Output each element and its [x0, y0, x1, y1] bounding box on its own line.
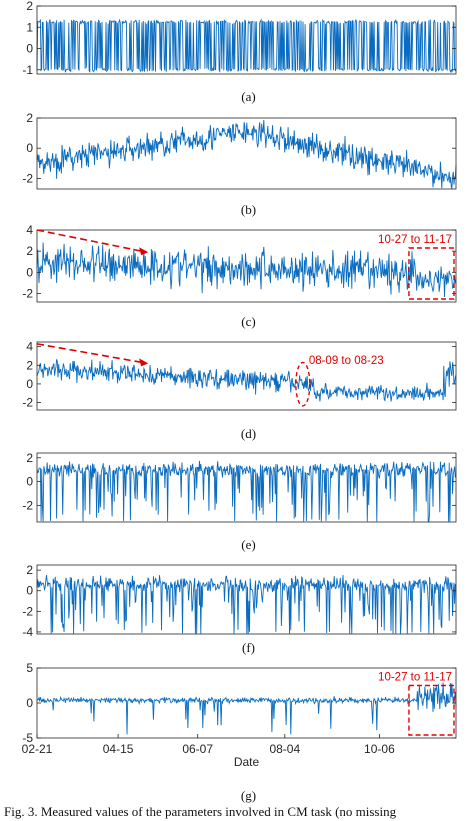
y-tick-label: 0 — [26, 42, 33, 56]
x-tick-label: 04-15 — [103, 742, 134, 756]
x-axis-label: Date — [234, 755, 260, 769]
subfigure-label: (f) — [242, 640, 255, 655]
x-tick-label: 10-06 — [364, 742, 395, 756]
subfigure-label: (a) — [241, 89, 255, 104]
y-tick-label: -2 — [22, 171, 33, 185]
x-tick-label: 08-04 — [269, 742, 300, 756]
subfigure-label: (d) — [241, 426, 256, 441]
highlight-box — [408, 684, 455, 736]
panel-d: -2 0 2 4 08-09 to 08-23 (d) — [22, 340, 457, 441]
series-line — [36, 242, 457, 298]
series-line — [36, 119, 457, 190]
subfigure-label: (g) — [241, 788, 256, 803]
panels-group: -1 0 1 2 (a) -2 0 2 (b) -2 0 2 4 10-27 to 11-17 (c) -2 0… — [22, 0, 457, 803]
y-tick-label: -1 — [22, 63, 33, 77]
axes-frame — [36, 564, 457, 635]
y-tick-label: 2 — [26, 563, 33, 577]
series-line — [36, 682, 457, 735]
y-tick-label: 2 — [26, 358, 33, 372]
y-tick-label: 2 — [26, 451, 33, 465]
highlight-label: 08-09 to 08-23 — [309, 355, 384, 367]
x-tick-label: 02-21 — [22, 742, 53, 756]
highlight-ellipse — [295, 361, 311, 407]
panel-c: -2 0 2 4 10-27 to 11-17 (c) — [22, 223, 457, 329]
panel-f: -4 -2 0 2 (f) — [22, 563, 457, 655]
subfigure-label: (b) — [241, 202, 256, 217]
y-tick-label: -2 — [22, 287, 33, 301]
y-tick-label: -4 — [22, 625, 33, 639]
y-tick-label: 0 — [26, 696, 33, 710]
y-tick-label: 0 — [26, 584, 33, 598]
y-tick-label: 5 — [26, 661, 33, 675]
y-tick-label: 2 — [26, 111, 33, 125]
axes-frame — [36, 341, 457, 411]
y-tick-label: -2 — [22, 498, 33, 512]
series-line — [36, 574, 457, 634]
highlight-label: 10-27 to 11-17 — [378, 672, 452, 684]
y-tick-label: 2 — [26, 0, 33, 13]
figure-caption: Fig. 3. Measured values of the parameter… — [4, 804, 397, 819]
axes-frame — [36, 117, 457, 190]
x-tick-label: 06-07 — [182, 742, 213, 756]
y-tick-label: 4 — [26, 223, 33, 237]
y-tick-label: -2 — [22, 396, 33, 410]
y-tick-label: 4 — [26, 340, 33, 354]
trend-arrow-line — [36, 229, 143, 253]
y-tick-label: 0 — [26, 265, 33, 279]
y-tick-label: 2 — [26, 244, 33, 258]
y-tick-label: 0 — [26, 475, 33, 489]
y-tick-label: 0 — [26, 377, 33, 391]
trend-arrow-line — [36, 343, 143, 364]
series-line — [36, 18, 457, 74]
subfigure-label: (e) — [241, 537, 255, 552]
panel-g: -5 0 5 02-21 04-15 06-07 08-04 10-06 Date 10-27 t… — [22, 661, 457, 803]
axes-frame — [36, 229, 457, 303]
series-line — [36, 460, 457, 522]
panel-e: -2 0 2 (e) — [22, 451, 457, 552]
trend-arrow-head — [139, 358, 149, 367]
axes-frame — [36, 5, 457, 75]
axes-frame — [36, 452, 457, 523]
series-line — [36, 359, 457, 402]
y-tick-label: 0 — [26, 141, 33, 155]
trend-arrow-head — [139, 247, 149, 256]
y-tick-label: 1 — [26, 20, 33, 34]
highlight-label: 10-27 to 11-17 — [378, 234, 452, 246]
panel-a: -1 0 1 2 (a) — [22, 0, 457, 104]
panel-b: -2 0 2 (b) — [22, 111, 457, 217]
y-tick-label: -2 — [22, 604, 33, 618]
y-tick-label: -5 — [22, 731, 33, 745]
subfigure-label: (c) — [241, 314, 255, 329]
